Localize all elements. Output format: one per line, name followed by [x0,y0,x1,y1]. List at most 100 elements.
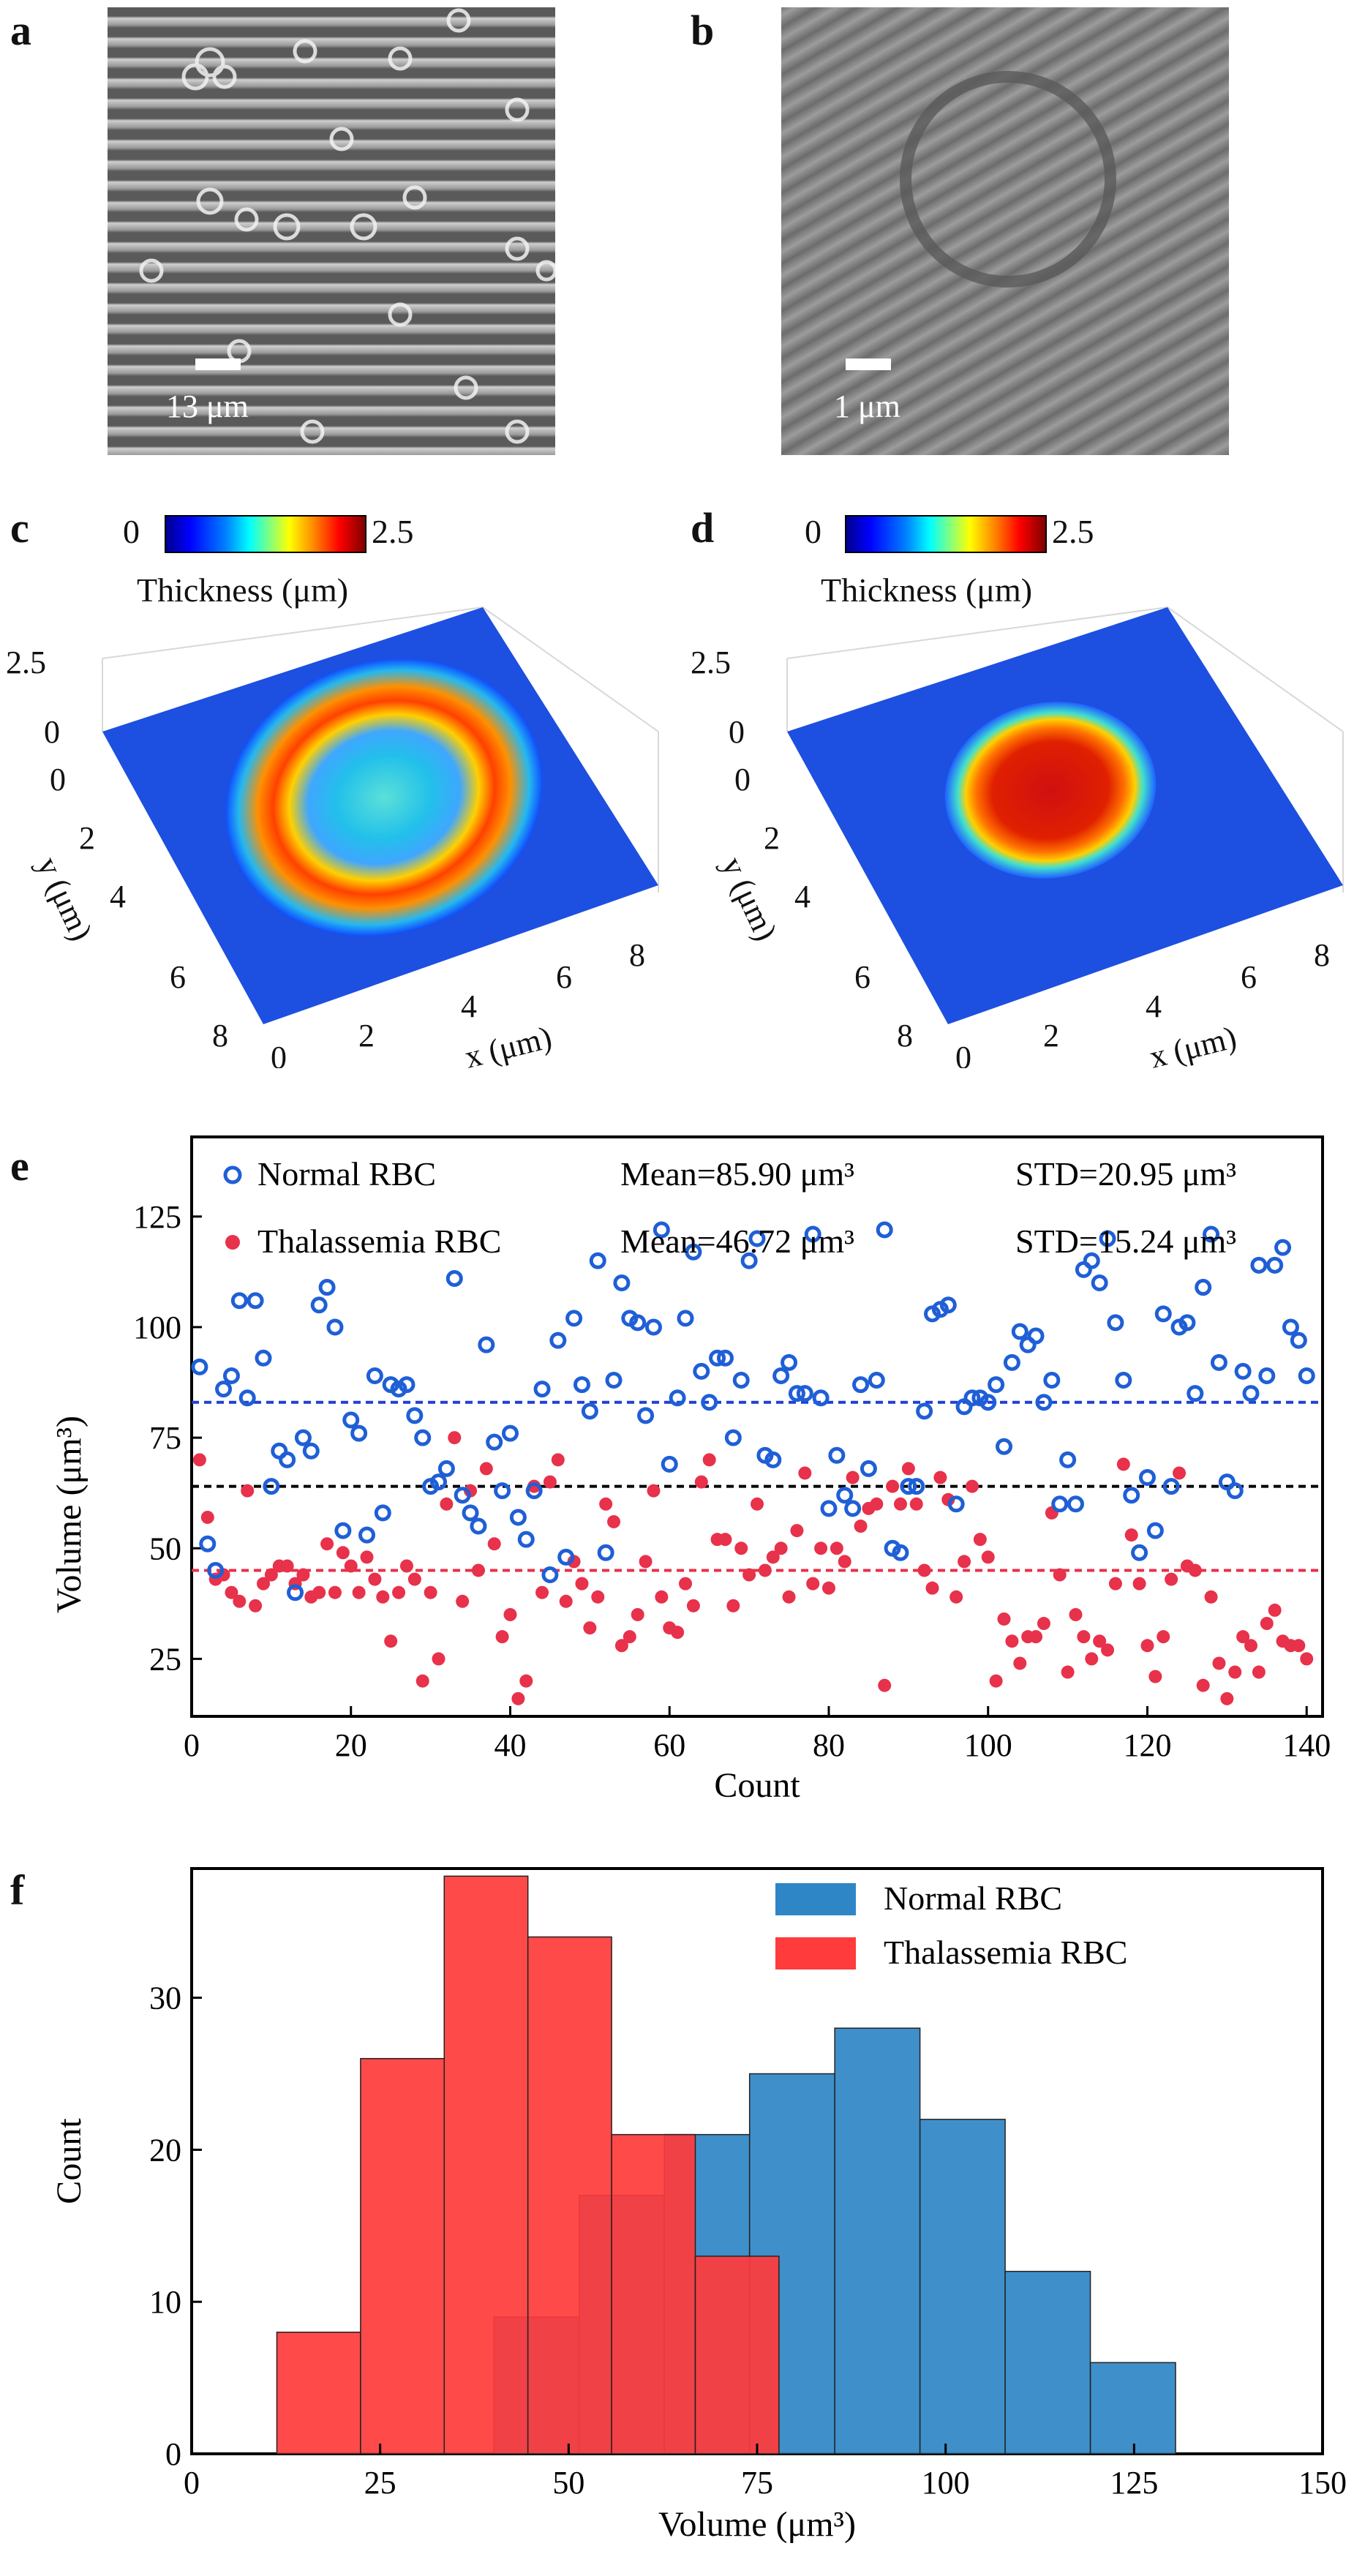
thalassemia-point [838,1555,851,1569]
thalassemia-point [264,1568,278,1582]
x-tick-label: 80 [813,1727,845,1763]
x-tick-label: 0 [184,1727,200,1763]
thalassemia-point [407,1572,421,1586]
thalassemia-point [742,1568,756,1582]
thalassemia-point [1093,1634,1107,1648]
x-tick-label: 0 [184,2465,200,2501]
x-tick-label: 40 [494,1727,526,1763]
thalassemia-point [614,1639,628,1653]
thalassemia-point [734,1542,748,1555]
legend-thalassemia-swatch [775,1937,856,1969]
thalassemia-point [925,1581,939,1595]
thalassemia-point [1148,1670,1162,1683]
normal-point [366,1367,383,1384]
x-tick-label: 75 [741,2465,773,2501]
thalassemia-point [399,1559,413,1573]
thalassemia-point [798,1466,812,1480]
panel-b-label: b [691,7,715,54]
thalassemia-point [599,1497,613,1511]
panel-d-colorbar [845,515,1047,553]
thalassemia-point [479,1462,493,1476]
panel-b-scale-bar [846,358,891,370]
normal-point [1298,1367,1315,1384]
thalassemia-point [686,1599,700,1612]
normal-point [1131,1544,1148,1561]
thalassemia-bar [360,2057,445,2455]
normal-point [979,1394,997,1411]
normal-point [1250,1256,1268,1274]
normal-point [1242,1385,1260,1402]
normal-point [900,1478,917,1495]
panel-d-z-tick-top: 2.5 [691,645,731,680]
y-axis-label: Count [50,2118,89,2204]
thalassemia-point [495,1630,509,1644]
normal-point [1059,1451,1077,1468]
normal-point [748,1230,766,1247]
thalassemia-point [989,1674,1003,1688]
normal-point [852,1376,870,1394]
thalassemia-point [774,1542,788,1555]
normal-point [772,1367,790,1384]
thalassemia-point [893,1497,907,1511]
normal-point [478,1336,495,1353]
thalassemia-point [1132,1577,1146,1591]
normal-point [279,1451,296,1468]
thalassemia-point [368,1572,382,1586]
normal-point [406,1407,424,1424]
thalassemia-point [575,1577,589,1591]
thalassemia-point [415,1674,429,1688]
normal-point [230,1292,248,1310]
normal-point [541,1566,559,1584]
thalassemia-point [639,1555,653,1569]
normal-point [644,1318,662,1336]
thalassemia-point [376,1590,390,1604]
normal-point [589,1252,606,1269]
normal-point [820,1500,838,1517]
normal-point [939,1296,957,1314]
x-tick-label: 140 [1282,1727,1331,1763]
thalassemia-point [846,1471,860,1484]
x-tick-label: 150 [1298,2465,1347,2501]
thalassemia-point [655,1590,669,1604]
thalassemia-point [1252,1665,1266,1679]
normal-point [1203,1225,1220,1243]
thalassemia-point [1188,1563,1202,1577]
normal-point [1027,1327,1045,1345]
panel-c-x-tick-2: 2 [358,1018,375,1054]
thalassemia-point [1173,1466,1187,1480]
normal-point [1187,1385,1204,1402]
panel-d-x-tick-0: 0 [955,1040,971,1068]
panel-c-x-tick-0: 0 [271,1040,287,1068]
panel-c-y-tick-2: 2 [79,820,95,856]
thalassemia-point [432,1652,445,1666]
panel-a-scale-text: 13 μm [166,388,249,424]
thalassemia-point [1077,1630,1091,1644]
panel-c-colorbar-min: 0 [123,513,140,550]
normal-point [836,1487,854,1504]
y-tick-label: 0 [165,2436,181,2472]
normal-point [1011,1323,1029,1340]
thalassemia-point [901,1462,915,1476]
normal-point [318,1279,336,1296]
y-tick-label: 10 [149,2284,181,2320]
normal-point [1266,1256,1284,1274]
thalassemia-point [997,1612,1011,1626]
thalassemia-point [1108,1577,1122,1591]
normal-point [828,1446,846,1464]
normal-point [302,1442,320,1460]
thalassemia-point [766,1550,780,1564]
thalassemia-point [1228,1665,1242,1679]
thalassemia-point [511,1691,525,1705]
panel-d-colorbar-max: 2.5 [1052,513,1094,550]
y-tick-label: 30 [149,1980,181,2016]
thalassemia-point [950,1590,963,1604]
panel-d-y-tick-2: 2 [764,820,780,856]
thalassemia-point [551,1453,565,1467]
legend-normal-marker [223,1165,242,1184]
normal-point [222,1367,240,1384]
thalassemia-point [909,1497,923,1511]
normal-point [350,1424,368,1442]
legend-std: STD=15.24 μm³ [1015,1223,1236,1260]
thalassemia-point [543,1475,557,1489]
normal-point [549,1332,567,1349]
